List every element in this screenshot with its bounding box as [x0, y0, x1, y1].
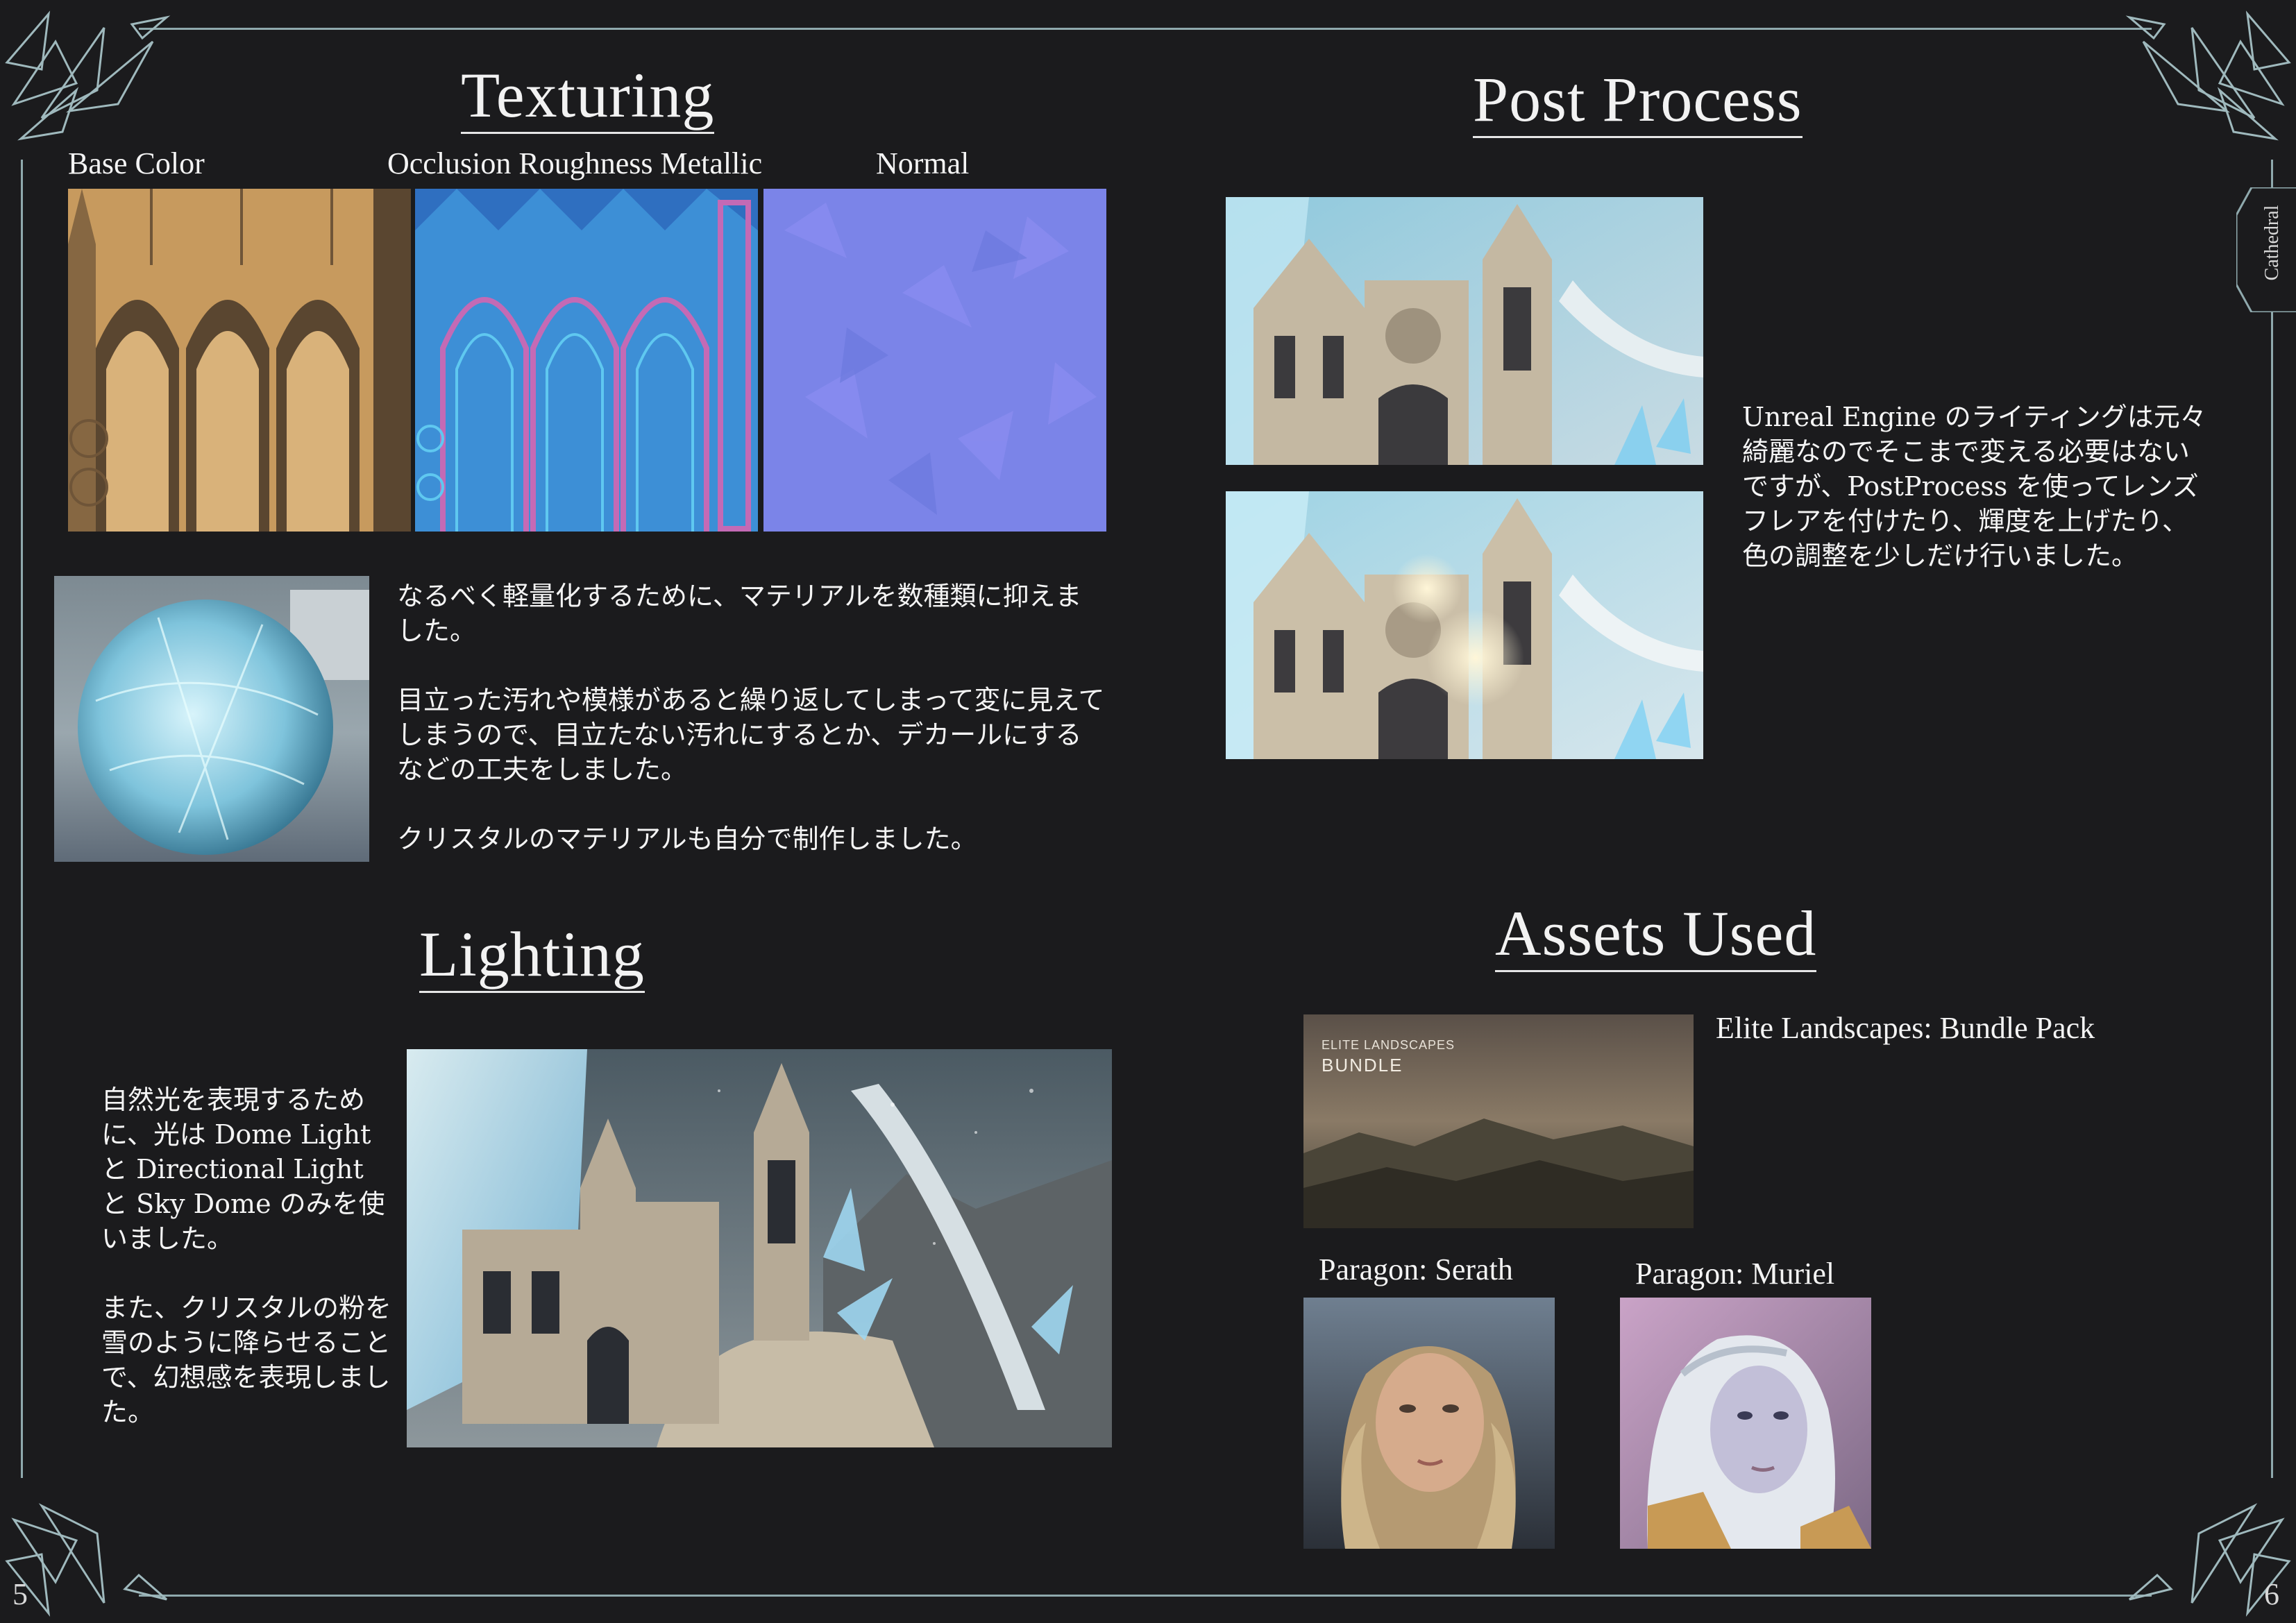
orm-label: Occlusion Roughness Metallic: [387, 146, 763, 180]
orm-texture: [415, 189, 758, 532]
muriel-label: Paragon: Muriel: [1635, 1257, 1835, 1291]
post-process-before-image: [1226, 197, 1703, 465]
frame-left-line: [21, 160, 23, 1478]
lighting-paragraph-2: また、クリスタルの粉を雪のように降らせることで、幻想感を表現しました。: [101, 1293, 392, 1427]
normal-texture: [763, 189, 1106, 532]
post-process-after-image: [1226, 491, 1703, 759]
post-process-heading: Post Process: [1473, 62, 1803, 138]
muriel-portrait-image: [1620, 1298, 1871, 1549]
page-number-right: 6: [2264, 1577, 2279, 1611]
serath-label: Paragon: Serath: [1319, 1252, 1513, 1286]
lighting-heading: Lighting: [419, 917, 645, 993]
elite-landscapes-banner: ELITE LANDSCAPES BUNDLE: [1303, 1014, 1694, 1228]
bundle-pack-label: Elite Landscapes: Bundle Pack: [1716, 1011, 2095, 1045]
crystal-corner-bottom-right-icon: [2129, 1503, 2291, 1617]
banner-small-text: ELITE LANDSCAPES: [1322, 1038, 1455, 1052]
side-tab: [2236, 187, 2296, 312]
texturing-body: なるべく軽量化するために、マテリアルを数種類に抑えました。 目立った汚れや模様が…: [397, 579, 1105, 856]
texturing-paragraph-2: 目立った汚れや模様があると繰り返してしまって変に見えてしまうので、目立たない汚れ…: [397, 685, 1105, 785]
texturing-paragraph-1: なるべく軽量化するために、マテリアルを数種類に抑えました。: [397, 581, 1082, 646]
texturing-heading: Texturing: [461, 58, 715, 134]
crystal-corner-top-left-icon: [5, 10, 171, 141]
crystal-corner-top-right-icon: [2125, 10, 2291, 141]
base-color-label: Base Color: [68, 146, 205, 180]
banner-large-text: BUNDLE: [1322, 1055, 1403, 1076]
texturing-paragraph-3: クリスタルのマテリアルも自分で制作しました。: [397, 824, 977, 854]
assets-used-heading: Assets Used: [1495, 897, 1817, 972]
side-tab-label: Cathedral: [2261, 205, 2283, 281]
page-number-left: 5: [12, 1577, 28, 1611]
normal-label: Normal: [876, 146, 970, 180]
frame-right-line: [2271, 160, 2273, 1478]
serath-portrait-image: [1303, 1298, 1555, 1549]
crystal-corner-bottom-left-icon: [5, 1503, 167, 1617]
crystal-material-sphere-image: [54, 576, 369, 862]
frame-bottom-line: [139, 1595, 2152, 1597]
post-process-body: Unreal Engine のライティングは元々綺麗なのでそこまで変える必要はな…: [1742, 402, 2206, 571]
lighting-cathedral-image: [407, 1049, 1112, 1447]
lighting-paragraph-1: 自然光を表現するために、光は Dome Light と Directional …: [101, 1085, 385, 1254]
base-color-texture: [68, 189, 411, 532]
lighting-body: 自然光を表現するために、光は Dome Light と Directional …: [101, 1082, 393, 1429]
frame-top-line: [139, 28, 2152, 30]
